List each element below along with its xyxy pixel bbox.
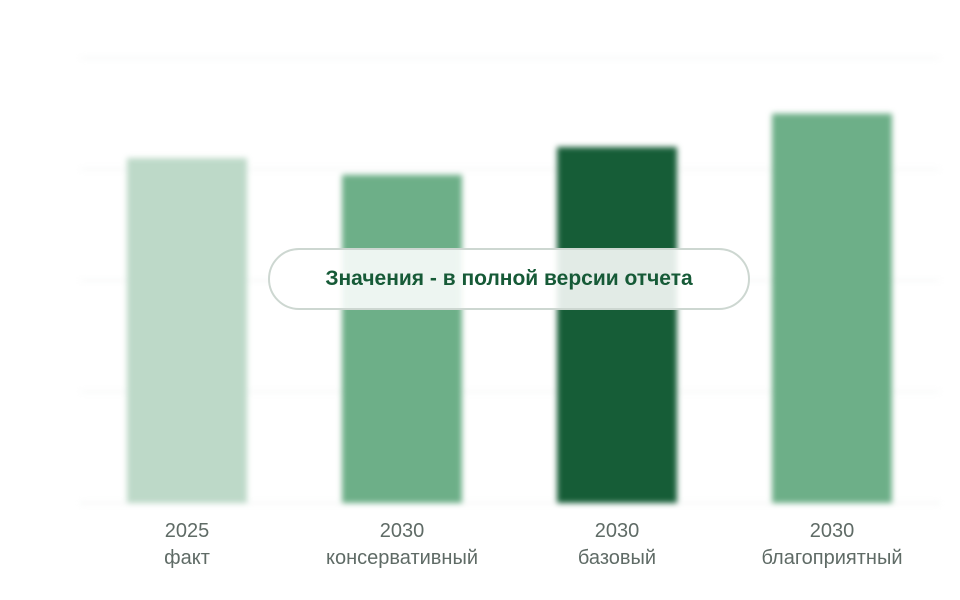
x-tick-scenario: базовый [578, 547, 656, 569]
bar-1 [127, 158, 247, 503]
bar-2 [342, 174, 462, 503]
x-tick-year: 2025 [165, 520, 210, 542]
x-tick-label: 2030 консервативный [326, 520, 478, 569]
x-tick-label: 2030 благоприятный [761, 520, 902, 569]
x-tick-year: 2030 [595, 520, 640, 542]
x-tick-scenario: консервативный [326, 547, 478, 569]
plot-area [80, 57, 940, 504]
bar-4 [772, 113, 892, 503]
bar-3 [557, 147, 677, 503]
x-tick-label: 2030 базовый [578, 520, 656, 569]
full-version-notice-text: Значения - в полной версии отчета [325, 267, 693, 290]
full-version-notice: Значения - в полной версии отчета [268, 248, 750, 310]
x-tick-year: 2030 [810, 520, 855, 542]
x-tick-scenario: факт [164, 547, 210, 569]
bars [127, 113, 892, 503]
x-tick-label: 2025 факт [164, 520, 210, 569]
x-tick-scenario: благоприятный [761, 547, 902, 569]
x-tick-year: 2030 [380, 520, 425, 542]
